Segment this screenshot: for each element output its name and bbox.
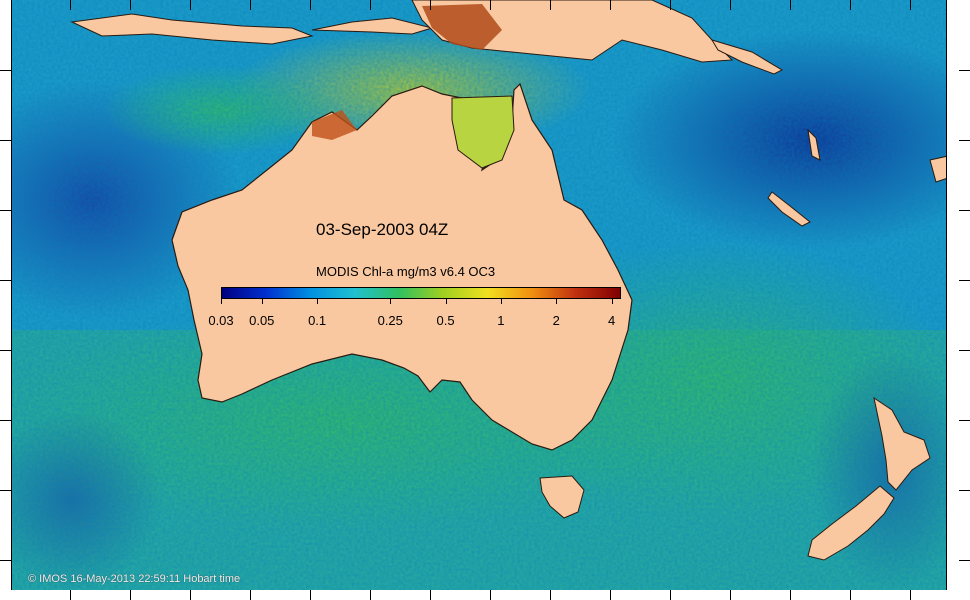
frame-tick: [430, 0, 431, 10]
frame-tick: [0, 140, 11, 141]
colorbar-tick-label: 4: [607, 313, 616, 328]
frame-tick: [430, 590, 431, 600]
fiji-islands: [929, 155, 946, 183]
frame-tick: [850, 590, 851, 600]
colorbar: [221, 287, 621, 299]
solomon-islands: [710, 39, 784, 75]
colorbar-tick-label: 0.1: [308, 313, 327, 328]
frame-tick: [959, 490, 970, 491]
frame-tick: [370, 590, 371, 600]
colorbar-tick-mark: [390, 299, 392, 304]
frame-tick: [550, 0, 551, 10]
colorbar-title: MODIS Chl-a mg/m3 v6.4 OC3: [316, 264, 496, 279]
colorbar-tick-mark: [317, 299, 319, 304]
frame-tick: [959, 420, 970, 421]
frame-tick: [190, 0, 191, 10]
frame-tick: [610, 0, 611, 10]
frame-tick: [310, 590, 311, 600]
frame-tick: [130, 0, 131, 10]
frame-tick: [790, 590, 791, 600]
frame-tick: [610, 590, 611, 600]
new-zealand-south-island: [807, 485, 895, 561]
colorbar-tick-label: 0.05: [249, 313, 275, 328]
frame-tick: [0, 70, 11, 71]
frame-tick: [959, 70, 970, 71]
map-frame: 03-Sep-2003 04Z MODIS Chl-a mg/m3 v6.4 O…: [11, 0, 947, 590]
colorbar-tick-mark: [611, 299, 613, 304]
vanuatu-islands: [807, 128, 821, 161]
frame-tick: [190, 590, 191, 600]
colorbar-tick-label: 2: [552, 313, 560, 328]
gulf-of-carpentaria: [451, 95, 515, 169]
frame-tick: [0, 560, 11, 561]
kimberley-coast-bloom: [312, 110, 357, 140]
frame-tick: [70, 590, 71, 600]
frame-tick: [70, 0, 71, 10]
frame-tick: [490, 0, 491, 10]
chlorophyll-map: [12, 0, 946, 590]
frame-tick: [250, 0, 251, 10]
frame-tick: [959, 350, 970, 351]
frame-tick: [0, 280, 11, 281]
frame-tick: [959, 210, 970, 211]
frame-tick: [250, 590, 251, 600]
frame-tick: [730, 590, 731, 600]
frame-tick: [0, 420, 11, 421]
frame-tick: [0, 490, 11, 491]
frame-tick: [910, 0, 911, 10]
frame-tick: [130, 590, 131, 600]
colorbar-tick-label: 0.5: [436, 313, 455, 328]
colorbar-tick-mark: [445, 299, 447, 304]
frame-tick: [730, 0, 731, 10]
date-label: 03-Sep-2003 04Z: [316, 220, 449, 239]
frame-tick: [670, 0, 671, 10]
new-zealand-north-island: [873, 396, 931, 491]
frame-tick: [0, 210, 11, 211]
frame-tick: [850, 0, 851, 10]
java-timor-islands: [70, 13, 314, 45]
colorbar-tick-label: 1: [497, 313, 505, 328]
colorbar-tick-label: 0.03: [208, 313, 234, 328]
frame-tick: [550, 590, 551, 600]
colorbar-tick-label: 0.25: [377, 313, 403, 328]
new-caledonia: [767, 191, 811, 227]
colorbar-tick-mark: [221, 299, 222, 304]
colorbar-tick-mark: [500, 299, 502, 304]
frame-tick: [310, 0, 311, 10]
frame-tick: [0, 350, 11, 351]
frame-tick: [370, 0, 371, 10]
frame-tick: [910, 590, 911, 600]
colorbar-tick-mark: [556, 299, 558, 304]
colorbar-tick-mark: [261, 299, 263, 304]
frame-tick: [670, 590, 671, 600]
credit-text: © IMOS 16-May-2013 22:59:11 Hobart time: [28, 573, 241, 585]
frame-tick: [959, 140, 970, 141]
frame-tick: [959, 280, 970, 281]
frame-tick: [959, 560, 970, 561]
frame-tick: [490, 590, 491, 600]
tasmania: [539, 475, 585, 519]
frame-tick: [790, 0, 791, 10]
new-guinea-coast-bloom: [422, 4, 502, 50]
australia: [171, 82, 633, 451]
